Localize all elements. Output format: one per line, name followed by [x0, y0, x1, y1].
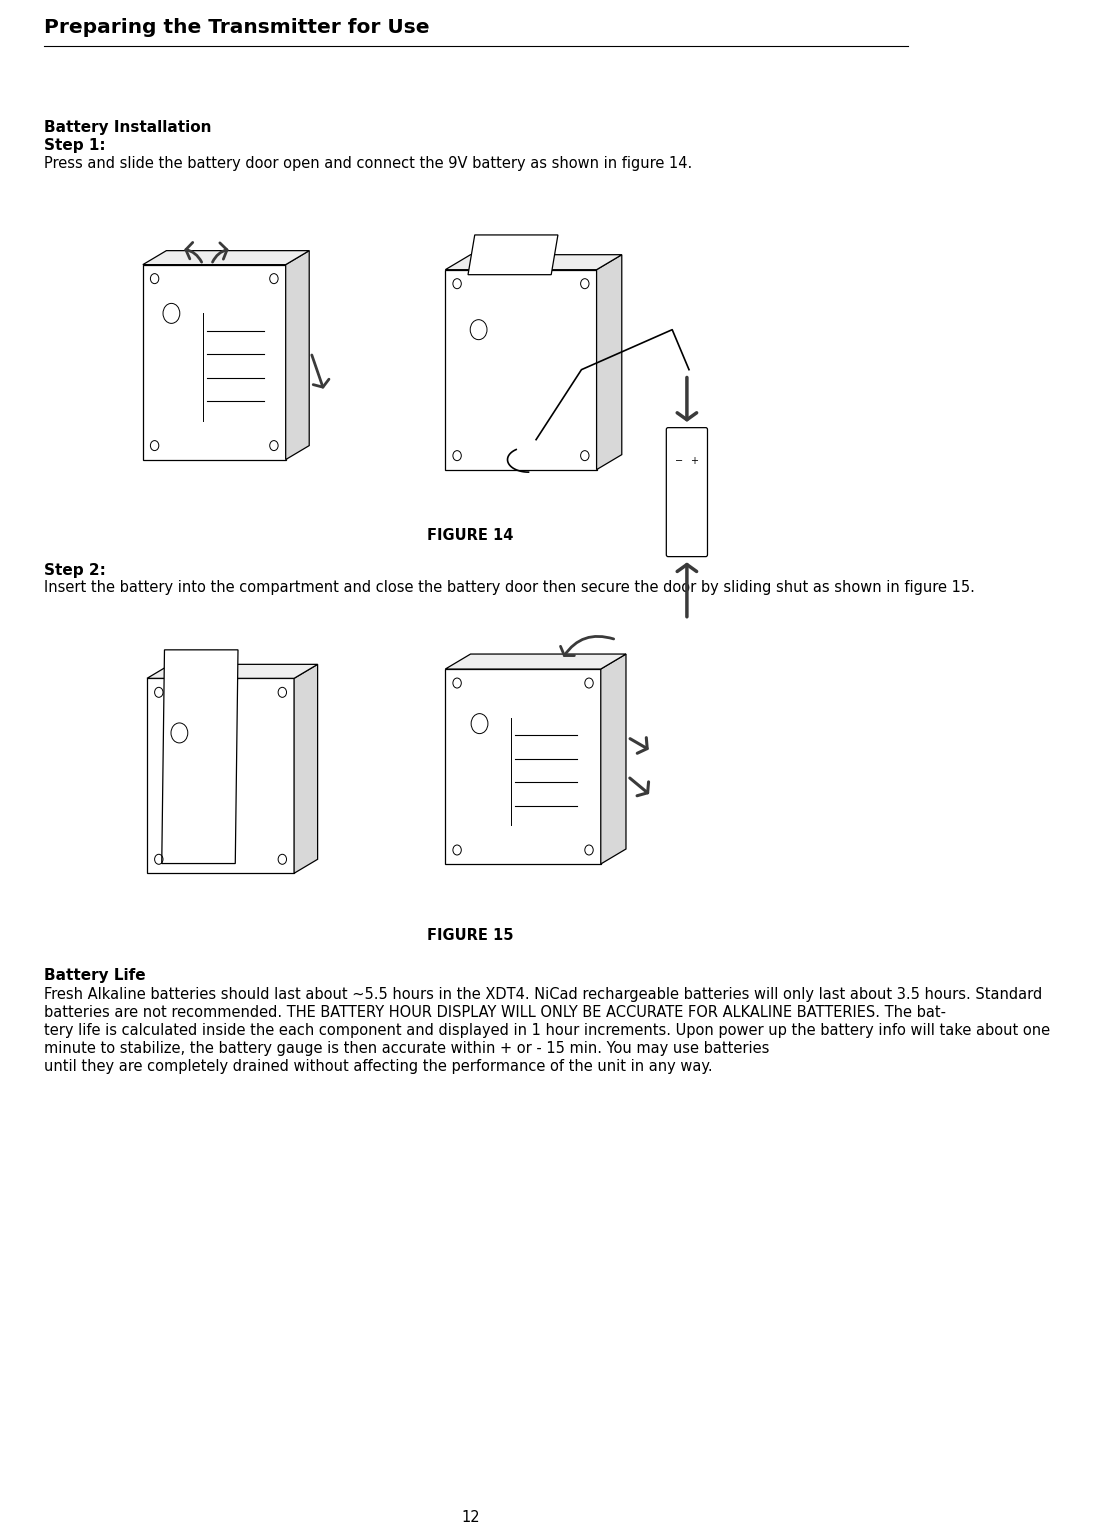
Polygon shape — [143, 251, 309, 265]
Text: Battery Life: Battery Life — [44, 968, 146, 983]
Text: batteries are not recommended. THE BATTERY HOUR DISPLAY WILL ONLY BE ACCURATE FO: batteries are not recommended. THE BATTE… — [44, 1005, 946, 1020]
Polygon shape — [147, 664, 318, 679]
Text: tery life is calculated inside the each component and displayed in 1 hour increm: tery life is calculated inside the each … — [44, 1023, 1051, 1038]
Text: Step 1:: Step 1: — [44, 138, 106, 153]
Text: Preparing the Transmitter for Use: Preparing the Transmitter for Use — [44, 18, 430, 37]
FancyBboxPatch shape — [666, 428, 708, 557]
Text: 12: 12 — [461, 1509, 479, 1524]
Polygon shape — [161, 650, 239, 864]
Polygon shape — [143, 265, 286, 460]
Text: FIGURE 15: FIGURE 15 — [428, 928, 514, 943]
Polygon shape — [446, 670, 600, 864]
Text: Insert the battery into the compartment and close the battery door then secure t: Insert the battery into the compartment … — [44, 579, 976, 595]
Text: Step 2:: Step 2: — [44, 563, 106, 578]
Text: +: + — [690, 456, 699, 466]
Text: FIGURE 14: FIGURE 14 — [428, 528, 514, 543]
Text: minute to stabilize, the battery gauge is then accurate within + or - 15 min. Yo: minute to stabilize, the battery gauge i… — [44, 1041, 769, 1055]
Text: Battery Installation: Battery Installation — [44, 119, 212, 135]
Text: −: − — [675, 456, 683, 466]
Polygon shape — [446, 255, 622, 269]
Polygon shape — [295, 664, 318, 873]
Text: Press and slide the battery door open and connect the 9V battery as shown in fig: Press and slide the battery door open an… — [44, 156, 692, 171]
Text: Fresh Alkaline batteries should last about ~5.5 hours in the XDT4. NiCad recharg: Fresh Alkaline batteries should last abo… — [44, 986, 1043, 1001]
Polygon shape — [468, 235, 558, 275]
Polygon shape — [600, 654, 626, 864]
Polygon shape — [446, 654, 626, 670]
Polygon shape — [597, 255, 622, 469]
Polygon shape — [147, 679, 295, 873]
Text: until they are completely drained without affecting the performance of the unit : until they are completely drained withou… — [44, 1058, 712, 1073]
Polygon shape — [286, 251, 309, 460]
Polygon shape — [446, 269, 597, 469]
